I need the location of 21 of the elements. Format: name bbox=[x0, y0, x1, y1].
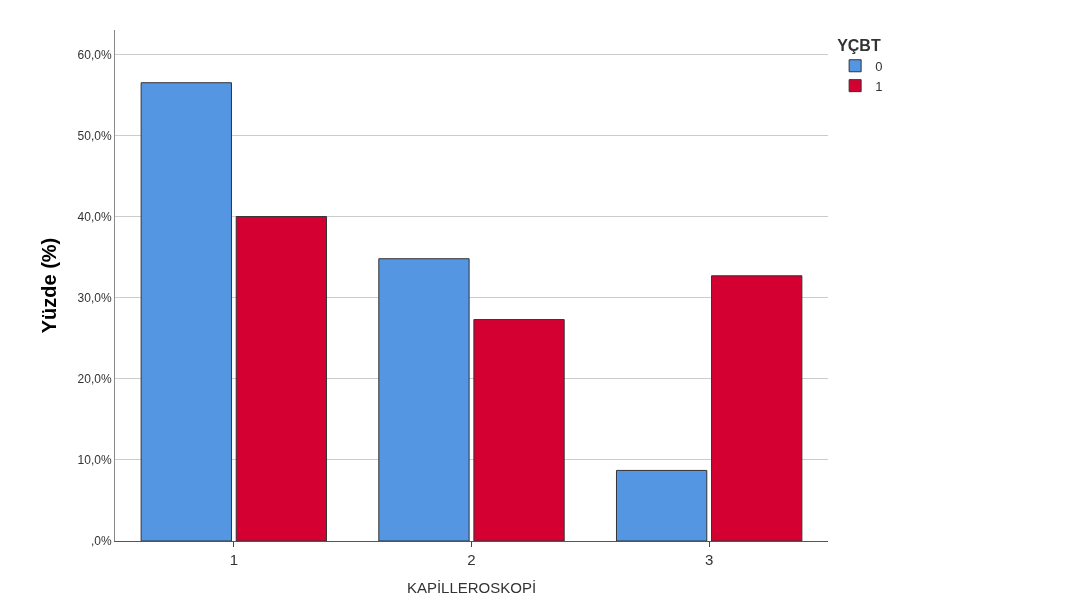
bar bbox=[378, 258, 470, 541]
y-tick-label: ,0% bbox=[90, 534, 112, 549]
x-tick-label: 3 bbox=[705, 551, 714, 568]
bar bbox=[235, 216, 328, 541]
bar bbox=[473, 319, 565, 541]
legend-label: 0 bbox=[875, 58, 883, 74]
y-tick-label: 30,0% bbox=[77, 290, 112, 305]
legend-title: YÇBT bbox=[837, 36, 881, 54]
y-tick-label: 50,0% bbox=[77, 128, 112, 143]
y-tick-label: 40,0% bbox=[77, 209, 112, 224]
x-axis-title: KAPİLLEROSKOPİ bbox=[406, 579, 537, 596]
y-tick-label: 60,0% bbox=[77, 47, 112, 62]
y-tick-label: 10,0% bbox=[77, 453, 112, 468]
bar bbox=[615, 469, 708, 541]
y-tick-label: 20,0% bbox=[77, 371, 112, 386]
y-axis-title: Yüzde (%) bbox=[38, 237, 61, 334]
x-tick-label: 1 bbox=[229, 551, 238, 568]
legend-label: 1 bbox=[875, 78, 883, 94]
bar bbox=[711, 275, 803, 541]
bar bbox=[140, 82, 232, 541]
x-tick-label: 2 bbox=[467, 551, 476, 568]
